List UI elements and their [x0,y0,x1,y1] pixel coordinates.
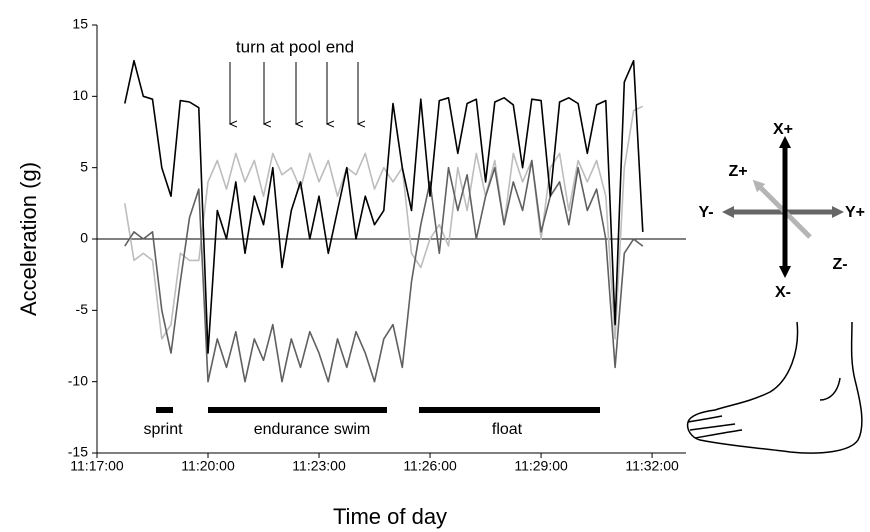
axis-label: Z+ [728,163,747,180]
y-tick-label: 5 [80,158,88,174]
axis-label: X- [775,284,791,301]
series-line [124,105,644,340]
y-axis-title: Acceleration (g) [16,162,41,316]
phase-label: float [492,421,523,438]
y-tick-label: -5 [76,301,89,317]
y-tick-label: 0 [80,230,88,246]
series-line [124,59,644,354]
x-tick-label: 11:17:00 [70,458,124,474]
x-tick-label: 11:29:00 [514,458,568,474]
y-tick-label: 15 [72,16,88,32]
y-tick-label: -15 [68,444,88,460]
axis-label: X+ [773,121,793,138]
annotation-title: turn at pool end [236,37,354,56]
plot-area [97,59,686,383]
phase-bar [419,407,600,413]
y-tick-label: -10 [68,372,88,388]
phase-bar [208,407,387,413]
y-tick-label: 10 [72,87,88,103]
axis-label: Z- [832,256,847,273]
turn-arrows [230,62,358,124]
axis-label: Y- [698,204,713,221]
axes-diagram: X+ X- Y- Y+ Z+ Z- [698,121,865,301]
series-line [124,159,644,383]
phase-label: sprint [143,421,183,438]
x-tick-label: 11:32:00 [625,458,679,474]
axis-label: Y+ [845,204,865,221]
x-axis-title: Time of day [333,504,447,529]
foot-drawing [686,321,863,454]
phase-label: endurance swim [254,421,371,438]
x-tick-label: 11:23:00 [292,458,346,474]
x-tick-label: 11:20:00 [181,458,235,474]
phase-bar [156,407,173,413]
x-tick-label: 11:26:00 [403,458,457,474]
